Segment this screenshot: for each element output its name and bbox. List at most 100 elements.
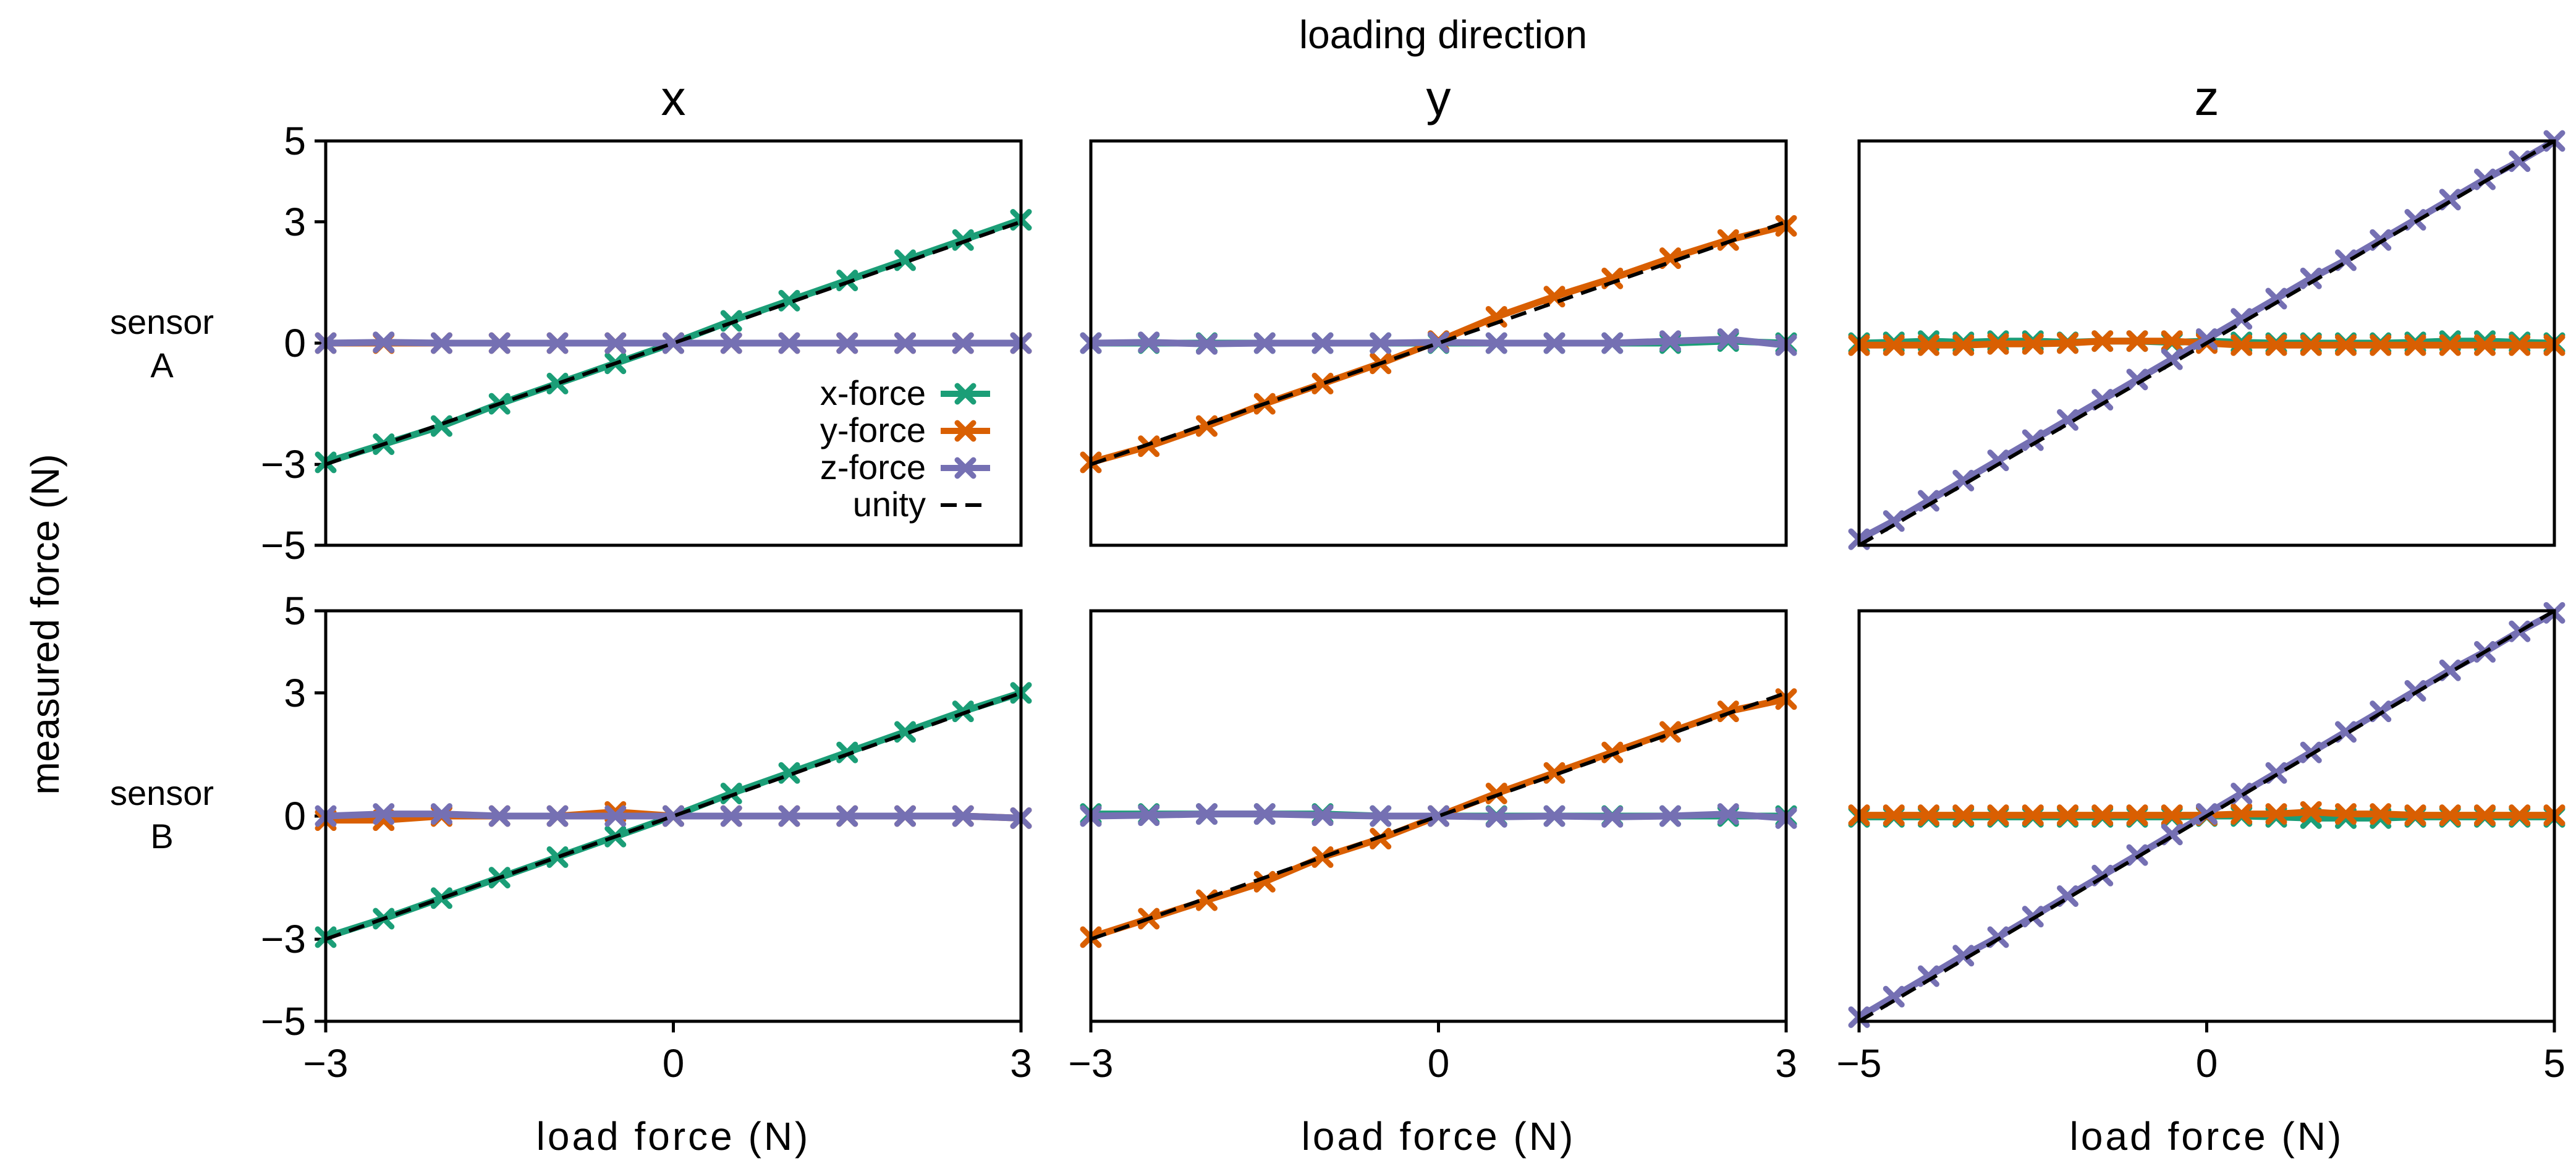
series-z-force-marker [952,805,974,827]
y-tick-label: 5 [284,119,306,163]
y-tick-label: 0 [284,321,306,365]
series-y-force-marker [1311,372,1334,394]
series-y-force-marker [2265,334,2287,356]
y-tick-label: 3 [284,200,306,244]
panel-frame [1089,139,1788,547]
x-tick-label: −3 [1069,1041,1114,1086]
series-z-force-marker [1428,805,1449,827]
series-z-force-marker [778,332,800,354]
x-tick-label: 3 [1775,1041,1797,1086]
series-z-force-marker [1370,332,1392,354]
panel-frame [1857,609,2556,1023]
series-z-force-marker [778,805,800,827]
series-z-force-marker [1952,469,1975,491]
series-z-force-marker [2231,308,2253,330]
x-tick-label: 0 [1428,1041,1450,1086]
panel-title: z [2195,70,2219,125]
legend-sample-z-force-marker [954,457,977,479]
series-y-force-marker [2439,334,2461,356]
legend-label-x-force: x-force [820,373,926,412]
x-axis-label: load force (N) [2070,1114,2344,1159]
series-z-force-marker [1370,805,1392,827]
y-tick-label: −3 [261,442,306,487]
series-y-force-marker [2300,334,2322,356]
series-z-force-marker [1659,330,1681,352]
series-z-force-marker [1485,332,1507,354]
legend-label-unity: unity [853,485,926,524]
series-z-force-marker [1138,331,1160,354]
series-z-force-marker [836,332,858,354]
series-z-force-marker [663,332,684,354]
series-y-force-marker [1918,334,1939,356]
panel-frame [324,139,1023,547]
y-axis-label: measured force (N) [23,454,67,794]
series-y-force-marker [2509,334,2531,356]
series-y-force-marker [2370,803,2392,825]
row-label-sensor-b-line1: sensor [110,773,214,812]
series-x-force-marker [431,887,452,909]
panel-frame [1857,139,2556,547]
series-z-force-marker [1717,328,1739,350]
series-y-force-marker [2231,334,2253,356]
panel-title: y [1426,70,1451,125]
panel-sensor-a-x: x −5 −3 0 3 5 [261,70,1032,568]
y-tick-label: 5 [284,589,306,633]
series-z-force-marker [546,332,569,354]
panel-title: x [661,70,686,125]
series-z-force-marker [663,805,684,827]
series-z-force-marker [488,332,511,354]
x-tick-label: 5 [2543,1041,2565,1086]
legend-sample-x-force-marker [954,383,977,405]
series-z-force-marker [1428,331,1449,354]
series-y-force-marker [2161,330,2183,352]
series-y-force-marker [2370,334,2392,356]
series-z-force-marker [604,332,627,354]
series-y-force-marker [1370,828,1392,850]
series-z-force-marker [2126,368,2148,391]
series-z-force-marker [894,805,916,827]
panel-sensor-b-z: −5 0 5 load force (N) [1837,602,2565,1159]
row-label-sensor-a-line1: sensor [110,302,214,341]
series-z-force-marker [1543,332,1566,354]
series-y-force-marker [1952,334,1975,356]
series-z-force-marker [1311,332,1334,354]
series-z-force-marker [604,805,627,827]
series-z-force-marker [1659,805,1681,827]
series-y-force-marker [1311,846,1334,868]
series-y-force-marker [2231,803,2253,825]
series-y-force-marker [1253,870,1276,893]
series-z-force-marker [373,803,395,825]
series-z-force-marker [2509,150,2531,172]
x-axis-label: load force (N) [536,1114,811,1159]
y-tick-label: −3 [261,917,306,961]
series-y-force-marker [2474,804,2496,827]
series-y-force-marker [2439,804,2461,827]
panel-sensor-a-z: z [1848,70,2565,550]
panel-frame [324,609,1023,1023]
series-z-force-marker [1717,803,1739,825]
series-z-force-marker [1601,806,1624,828]
x-axis-label: load force (N) [1302,1114,1576,1159]
series-y-force-marker [2057,332,2078,354]
series-unity-line [1858,609,2556,1023]
series-z-force-marker [1485,806,1507,828]
legend-label-z-force: z-force [820,448,926,487]
y-tick-label: 3 [284,671,306,715]
series-y-force-marker [2509,804,2531,827]
series-z-force-marker [1601,332,1624,354]
series-y-force-marker [1987,333,2009,355]
series-y-force-marker [2300,801,2322,823]
series-z-force-marker [1952,945,1975,967]
series-y-force-marker [1987,804,2009,827]
series-y-force-marker [2474,334,2496,356]
series-z-force-marker [2300,267,2322,289]
series-x-force-marker [546,846,569,868]
x-tick-label: 0 [2196,1041,2218,1086]
series-unity-line [1858,139,2556,547]
series-y-force-marker [2404,334,2426,356]
series-y-force-marker [1138,435,1160,457]
series-y-force-marker [2126,330,2148,352]
